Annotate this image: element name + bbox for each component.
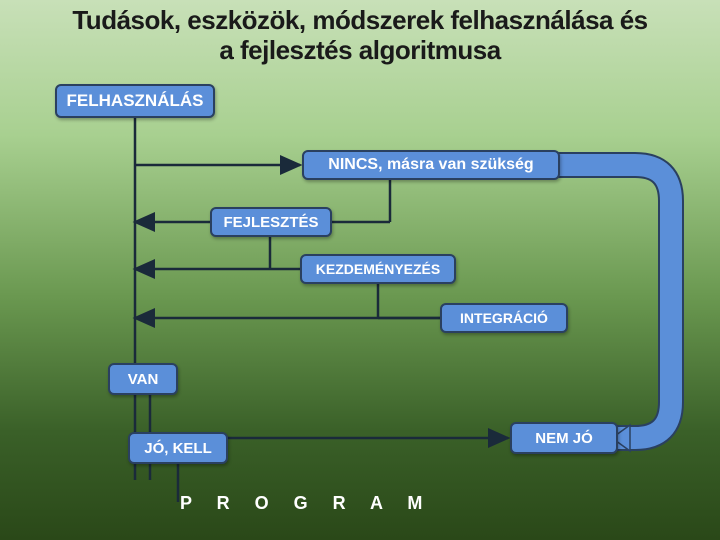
node-kezdemenyezes: KEZDEMÉNYEZÉS (300, 254, 456, 284)
page-title: Tudások, eszközök, módszerek felhasználá… (0, 6, 720, 66)
node-nincs: NINCS, másra van szükség (302, 150, 560, 180)
node-van: VAN (108, 363, 178, 395)
node-van-label: VAN (128, 371, 159, 388)
big-loop (560, 165, 671, 451)
node-felhasznalas-label: FELHASZNÁLÁS (67, 91, 204, 111)
node-nemjo-label: NEM JÓ (535, 430, 593, 447)
program-label: P R O G R A M (180, 493, 432, 514)
node-integracio: INTEGRÁCIÓ (440, 303, 568, 333)
title-line1: Tudások, eszközök, módszerek felhasználá… (72, 5, 647, 35)
node-integracio-label: INTEGRÁCIÓ (460, 310, 548, 326)
node-nincs-label: NINCS, másra van szükség (328, 156, 533, 174)
node-jokell: JÓ, KELL (128, 432, 228, 464)
node-jokell-label: JÓ, KELL (144, 440, 212, 457)
node-fejlesztes-label: FEJLESZTÉS (223, 214, 318, 231)
title-line2: a fejlesztés algoritmusa (219, 35, 500, 65)
node-felhasznalas: FELHASZNÁLÁS (55, 84, 215, 118)
node-fejlesztes: FEJLESZTÉS (210, 207, 332, 237)
program-text: P R O G R A M (180, 493, 432, 513)
node-nemjo: NEM JÓ (510, 422, 618, 454)
node-kezdemenyezes-label: KEZDEMÉNYEZÉS (316, 261, 440, 277)
